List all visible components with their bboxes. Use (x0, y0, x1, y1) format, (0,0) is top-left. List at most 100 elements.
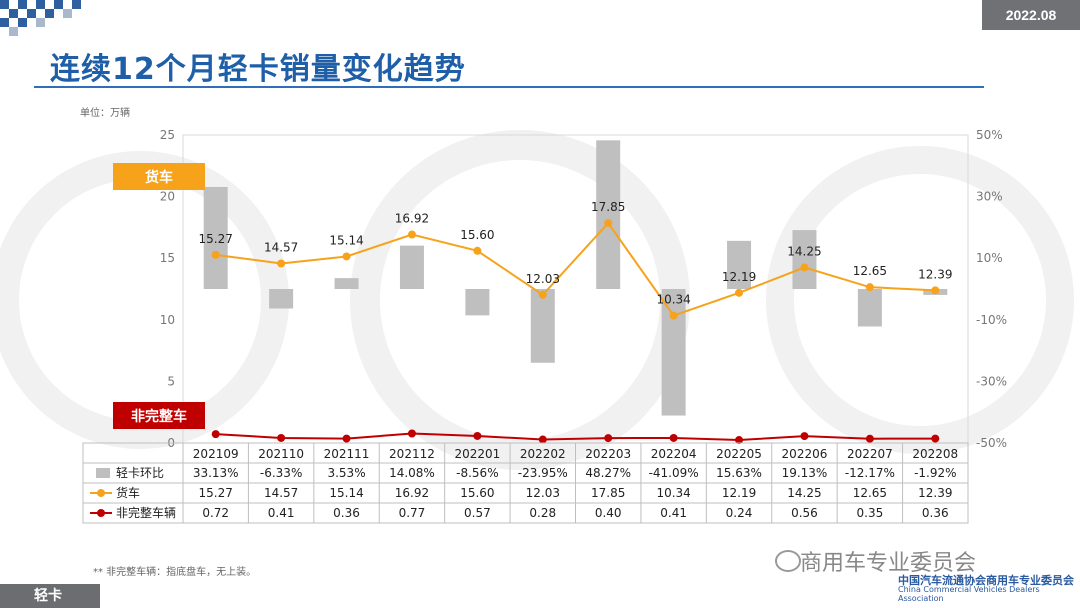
corner-checker-decoration (0, 0, 81, 36)
ratio-bar (857, 289, 882, 327)
right-axis-tick: -10% (976, 313, 1007, 327)
table-cell: 0.24 (726, 506, 753, 520)
left-axis-tick: 25 (160, 128, 175, 142)
watermark-ring-center (350, 130, 690, 470)
category-label: 202112 (389, 447, 435, 461)
table-cell: 0.77 (399, 506, 426, 520)
category-label: 202110 (258, 447, 304, 461)
legend-key-incomplete-dot (97, 509, 105, 517)
truck-data-label: 14.25 (787, 244, 821, 258)
table-cell: 12.19 (722, 486, 756, 500)
watermark-text: 商用车专业委员会 (800, 551, 977, 576)
incomplete-line (215, 432, 936, 442)
org-name-en: China Commercial Vehicles Dealers Associ… (898, 585, 1040, 603)
incomplete-point (931, 434, 940, 443)
table-cell: 16.92 (395, 486, 429, 500)
table-cell: -1.92% (914, 466, 956, 480)
truck-data-label: 15.60 (460, 228, 494, 242)
table-cell: -12.17% (845, 466, 895, 480)
date-badge: 2022.08 (982, 0, 1080, 30)
table-cell: 0.41 (660, 506, 687, 520)
watermark-ring-left (0, 151, 289, 449)
legend-label: 非完整车辆 (116, 505, 176, 520)
truck-point (342, 252, 351, 261)
truck-point (800, 263, 809, 272)
incomplete-point (800, 432, 809, 441)
incomplete-callout-label: 非完整车 (131, 408, 187, 425)
category-label: 202207 (847, 447, 893, 461)
ratio-bar (530, 289, 555, 363)
left-axis-tick: 10 (160, 313, 175, 327)
ratio-bar (399, 245, 424, 289)
category-label: 202111 (324, 447, 370, 461)
ratio-bar (792, 230, 817, 289)
left-axis-tick: 20 (160, 190, 175, 204)
table-cell: 0.35 (857, 506, 884, 520)
wechat-icon (775, 550, 801, 572)
ratio-bar (596, 140, 621, 289)
ratio-bar (203, 186, 228, 289)
table-cell: 15.27 (199, 486, 233, 500)
table-cell: 15.60 (460, 486, 494, 500)
incomplete-point (211, 430, 220, 439)
left-axis-tick: 15 (160, 251, 175, 265)
table-cell: 12.03 (526, 486, 560, 500)
table-cell: 15.14 (329, 486, 363, 500)
table-cell: 12.65 (853, 486, 887, 500)
table-cell: 0.41 (268, 506, 295, 520)
unit-label: 单位：万辆 (80, 108, 130, 119)
truck-data-label: 12.39 (918, 267, 952, 281)
incomplete-point (342, 434, 351, 443)
ratio-bar (269, 289, 294, 309)
table-cell: 0.36 (922, 506, 949, 520)
org-name-cn: 中国汽车流通协会商用车专业委员会 (898, 574, 1074, 587)
category-label: 202203 (585, 447, 631, 461)
incomplete-point (669, 433, 678, 442)
table-cell: 48.27% (585, 466, 631, 480)
truck-data-label: 16.92 (395, 212, 429, 226)
incomplete-point (277, 433, 286, 442)
watermark-ring-right (766, 146, 1074, 454)
truck-data-label: 14.57 (264, 240, 298, 254)
truck-point (669, 311, 678, 320)
table-cell: 14.25 (787, 486, 821, 500)
table-cell: 0.36 (333, 506, 360, 520)
table-cell: 15.63% (716, 466, 762, 480)
right-axis-tick: -50% (976, 436, 1007, 450)
incomplete-callout-box (113, 402, 205, 429)
ratio-bar (661, 289, 686, 416)
table-cell: 14.57 (264, 486, 298, 500)
category-label: 202206 (782, 447, 828, 461)
left-axis-tick: 5 (167, 374, 175, 388)
truck-callout-label: 货车 (144, 169, 173, 186)
truck-point (865, 283, 874, 292)
incomplete-point (735, 436, 744, 445)
truck-data-label: 12.65 (853, 264, 887, 278)
category-label: 202205 (716, 447, 762, 461)
incomplete-point (865, 434, 874, 443)
table-cell: 3.53% (327, 466, 365, 480)
ratio-bar (334, 278, 359, 289)
table-cell: 19.13% (782, 466, 828, 480)
legend-label: 货车 (116, 485, 140, 500)
truck-data-label: 17.85 (591, 200, 625, 214)
table-cell: -41.09% (649, 466, 699, 480)
footnote: ** 非完整车辆：指底盘车，无上装。 (93, 567, 257, 578)
table-cell: -23.95% (518, 466, 568, 480)
table-cell: 12.39 (918, 486, 952, 500)
incomplete-point (538, 435, 547, 444)
title-divider (34, 86, 984, 88)
category-label: 202208 (912, 447, 958, 461)
truck-data-label: 15.14 (329, 233, 363, 247)
truck-point (277, 259, 286, 268)
legend-key-truck-dot (97, 489, 105, 497)
category-label: 202202 (520, 447, 566, 461)
table-cell: 10.34 (656, 486, 690, 500)
table-cell: 0.72 (202, 506, 229, 520)
truck-callout-box (113, 163, 205, 190)
truck-point (211, 250, 220, 259)
table-cell: 0.57 (464, 506, 491, 520)
truck-point (473, 246, 482, 255)
right-axis-tick: 10% (976, 251, 1003, 265)
truck-data-label: 15.27 (199, 232, 233, 246)
